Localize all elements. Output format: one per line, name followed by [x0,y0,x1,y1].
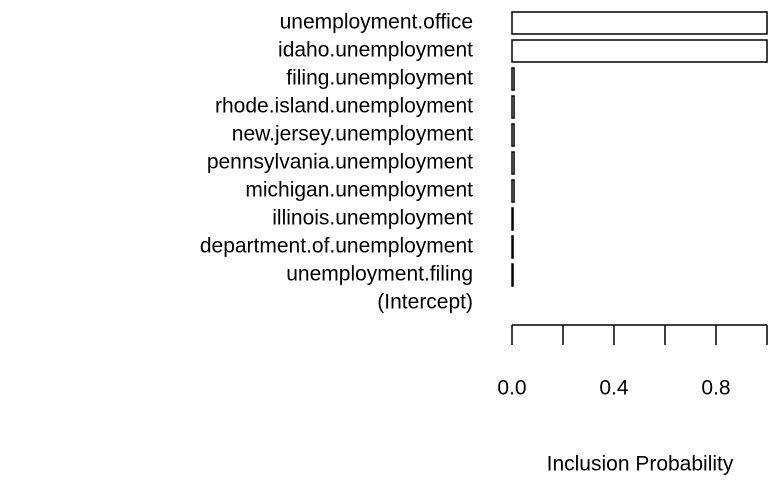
y-tick-label: (Intercept) [377,291,473,314]
y-tick-label: illinois.unemployment [272,207,473,230]
bar [511,235,514,259]
bar [511,179,515,203]
bar [511,11,768,35]
bar [511,67,515,91]
bar [511,263,514,287]
y-tick-label: pennsylvania.unemployment [207,151,473,174]
y-tick-label: department.of.unemployment [200,235,473,258]
x-tick-label: 0.8 [701,377,730,400]
x-axis-title: Inclusion Probability [547,453,734,476]
y-tick-label: michigan.unemployment [245,179,473,202]
x-tick-label: 0.0 [497,377,526,400]
y-tick-label: unemployment.office [280,11,473,34]
bar [511,39,768,63]
bar [511,123,515,147]
y-tick-label: rhode.island.unemployment [215,95,473,118]
x-tick-label: 0.4 [599,377,629,400]
y-tick-label: filing.unemployment [286,67,473,90]
bar [511,207,514,231]
bar [511,95,515,119]
y-tick-label: idaho.unemployment [278,39,473,62]
y-tick-label: unemployment.filing [286,263,473,286]
y-tick-label: new.jersey.unemployment [232,123,473,146]
bar [511,151,515,175]
